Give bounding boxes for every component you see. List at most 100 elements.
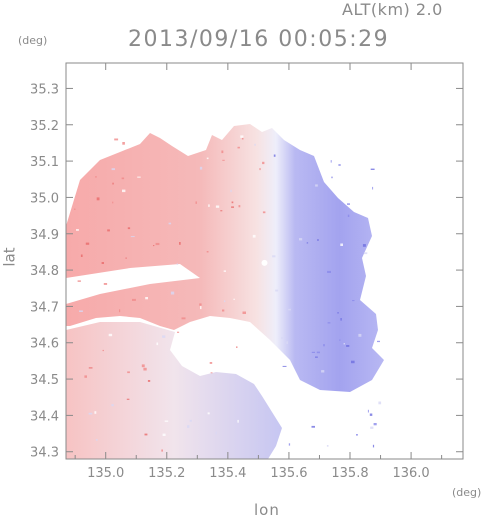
x-tick-label: 136.0 [392, 466, 429, 481]
echo-speckle [363, 252, 368, 255]
echo-speckle [206, 251, 209, 253]
x-axis-unit: (deg) [452, 486, 482, 499]
x-tick-label: 135.4 [209, 466, 246, 481]
echo-speckle [94, 411, 97, 414]
echo-speckle [222, 309, 225, 312]
echo-speckle [331, 176, 333, 179]
echo-speckle [222, 159, 225, 161]
echo-speckle [96, 197, 100, 201]
echo-speckle [377, 340, 380, 343]
echo-speckle [289, 437, 292, 440]
echo-speckle [288, 443, 291, 446]
echo-speckle [88, 412, 93, 415]
echo-speckle [156, 342, 159, 346]
echo-speckle [199, 166, 203, 170]
echo-speckle [346, 345, 350, 347]
echo-speckle [111, 404, 114, 407]
y-axis-unit: (deg) [18, 34, 48, 47]
radar-site-marker [261, 259, 268, 266]
echo-speckle [208, 204, 210, 207]
echo-speckle [272, 255, 276, 258]
echo-speckle [351, 360, 355, 364]
echo-speckle [200, 306, 202, 310]
x-axis-label: lon [254, 501, 280, 519]
echo-speckle [315, 184, 318, 187]
echo-speckle [147, 380, 151, 382]
echo-speckle [79, 310, 83, 312]
echo-speckle [221, 150, 224, 154]
x-tick-label: 135.0 [87, 466, 124, 481]
echo-speckle [286, 341, 288, 344]
echo-speckle [237, 419, 239, 423]
echo-speckle [311, 425, 315, 428]
echo-speckle [141, 364, 145, 368]
echo-speckle [369, 413, 373, 416]
echo-speckle [77, 280, 81, 282]
echo-speckle [337, 312, 339, 314]
echo-speckle [80, 254, 83, 257]
echo-speckle [170, 291, 175, 295]
echo-speckle [238, 205, 241, 208]
echo-speckle [333, 139, 336, 141]
echo-speckle [195, 201, 197, 204]
echo-speckle [130, 236, 135, 238]
echo-speckle [177, 331, 180, 333]
echo-speckle [240, 135, 244, 138]
echo-speckle [122, 189, 126, 193]
echo-speckle [321, 370, 325, 373]
echo-speckle [101, 262, 104, 264]
echo-speckle [373, 423, 377, 426]
echo-speckle [338, 164, 341, 166]
radar-echo-field [66, 124, 384, 459]
echo-speckle [181, 317, 186, 320]
y-tick-label: 34.6 [30, 337, 59, 352]
echo-speckle [189, 419, 192, 422]
echo-speckle [179, 242, 181, 245]
echo-speckle [288, 308, 291, 311]
echo-south-region [66, 322, 282, 459]
echo-speckle [206, 157, 209, 160]
echo-speckle [352, 300, 355, 302]
echo-speckle [365, 259, 369, 261]
echo-speckle [343, 343, 345, 345]
echo-speckle [111, 168, 115, 171]
echo-speckle [241, 137, 244, 140]
echo-speckle [230, 189, 232, 193]
echo-speckle [275, 289, 279, 292]
echo-speckle [372, 444, 375, 448]
echo-speckle [112, 201, 114, 204]
echo-speckle [347, 203, 350, 205]
echo-speckle [215, 205, 220, 208]
echo-speckle [372, 186, 374, 190]
echo-speckle [162, 335, 166, 338]
echo-speckle [112, 182, 114, 185]
echo-speckle [207, 412, 210, 415]
echo-speckle [161, 449, 163, 452]
echo-speckle [231, 206, 234, 208]
echo-speckle [231, 201, 234, 204]
echo-speckle [143, 367, 147, 371]
echo-speckle [124, 282, 129, 285]
echo-speckle [358, 333, 362, 337]
echo-speckle [209, 362, 213, 364]
y-tick-label: 35.0 [30, 191, 59, 206]
x-tick-label: 135.8 [331, 466, 368, 481]
y-tick-label: 34.7 [30, 300, 59, 315]
plot-frame [65, 62, 464, 460]
echo-speckle [347, 214, 350, 217]
echo-speckle [327, 322, 331, 324]
echo-speckle [114, 138, 119, 141]
echo-speckle [145, 297, 148, 300]
echo-speckle [107, 229, 110, 232]
echo-speckle [223, 270, 226, 272]
echo-speckle [311, 351, 315, 353]
y-tick-label: 35.2 [30, 119, 59, 134]
echo-speckle [122, 142, 125, 145]
echo-speckle [155, 242, 160, 246]
echo-speckle [88, 367, 93, 369]
altitude-label: ALT(km) 2.0 [342, 0, 443, 19]
chart-title-datetime: 2013/09/16 00:05:29 [128, 27, 390, 52]
echo-speckle [164, 420, 169, 422]
echo-speckle [127, 371, 130, 374]
